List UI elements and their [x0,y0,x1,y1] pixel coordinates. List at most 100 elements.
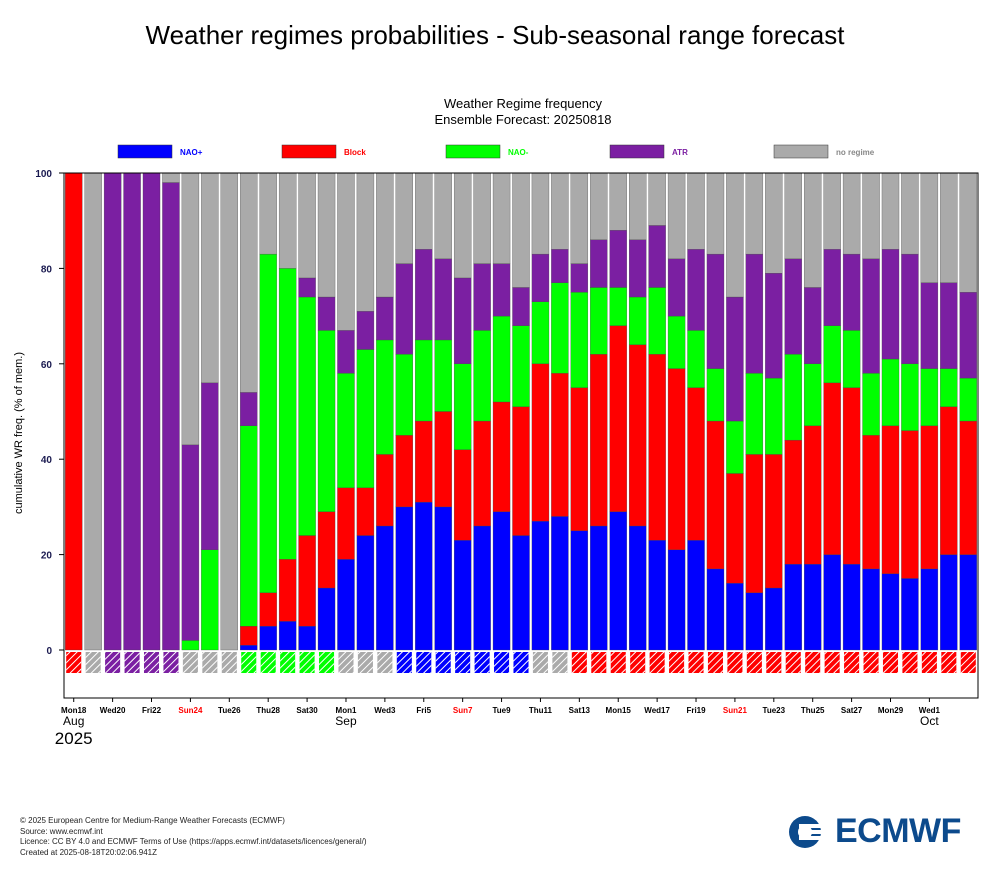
dominant-hatch-17 [396,652,412,673]
bar-no_regime-35 [745,172,764,255]
bar-nao_plus-40 [842,563,861,651]
bar-nao_plus-14 [337,559,355,651]
dominant-hatch-29 [630,652,646,673]
bar-no_regime-19 [434,172,452,260]
x-tick-label-36: Tue23 [763,706,786,715]
bar-nao_minus-29 [629,296,647,345]
bar-nao_minus-32 [687,330,705,388]
bar-atr-19 [434,258,452,341]
bar-block-37 [784,439,802,565]
bar-block-24 [531,363,550,522]
bar-nao_plus-26 [570,530,589,651]
dominant-hatch-34 [727,652,743,673]
bar-nao_plus-16 [376,525,394,651]
bar-no_regime-18 [415,172,433,250]
dominant-hatch-3 [124,652,140,673]
bar-atr-17 [395,263,413,355]
bar-atr-22 [492,263,511,317]
x-tick-label-2: Wed20 [100,706,126,715]
bar-nao_minus-42 [881,358,900,426]
bar-nao_minus-13 [317,330,336,512]
dominant-hatch-5 [163,652,179,673]
dominant-hatch-46 [960,652,976,673]
bar-nao_minus-9 [240,425,258,627]
dominant-hatch-26 [571,652,587,673]
bar-nao_minus-18 [415,339,433,422]
bar-nao_minus-22 [492,315,511,403]
bar-block-27 [590,354,608,527]
bar-nao_minus-14 [337,373,355,488]
bar-no_regime-44 [920,172,939,283]
x-tick-label-42: Mon29 [878,706,904,715]
bar-no_regime-42 [881,172,900,250]
dominant-hatch-25 [552,652,568,673]
bar-no_regime-36 [765,172,783,274]
bar-no_regime-13 [317,172,336,298]
bar-block-21 [473,420,491,527]
bar-nao_minus-30 [648,287,666,355]
bar-atr-15 [356,311,375,350]
bar-nao_minus-38 [804,363,822,426]
bar-nao_minus-43 [901,363,919,431]
x-tick-label-12: Sat30 [296,706,318,715]
bar-nao_plus-37 [784,563,802,651]
bar-atr-28 [609,230,627,288]
bar-nao_plus-22 [492,511,511,651]
bar-nao_minus-7 [201,549,219,651]
dominant-hatch-39 [824,652,840,673]
dominant-regime-strip [66,652,976,673]
bar-nao_plus-18 [415,501,433,651]
x-tick-label-28: Mon15 [606,706,632,715]
bar-atr-9 [240,392,258,426]
bar-no_regime-12 [298,172,316,279]
bar-nao_plus-36 [765,587,783,651]
dominant-hatch-18 [416,652,432,673]
bar-block-44 [920,425,939,570]
logo-text: ECMWF [835,812,961,850]
dominant-hatch-20 [455,652,471,673]
dominant-hatch-7 [202,652,218,673]
legend-label-block: Block [344,148,366,157]
bar-no_regime-46 [959,172,977,293]
bar-nao_plus-19 [434,506,452,651]
bar-block-19 [434,411,452,508]
bar-nao_minus-25 [551,282,569,374]
bar-atr-32 [687,249,705,331]
bar-atr-43 [901,253,919,364]
x-tick-label-20: Sun7 [453,706,473,715]
footer-source: Source: www.ecmwf.int [20,826,103,836]
bar-block-20 [453,449,472,541]
dominant-hatch-1 [85,652,101,673]
dominant-hatch-4 [143,652,160,673]
dominant-hatch-38 [805,652,821,673]
bar-nao_minus-17 [395,354,413,436]
bar-nao_plus-20 [453,540,472,651]
x-tick-label-6: Sun24 [178,706,203,715]
bar-no_regime-26 [570,172,589,264]
regime-frequency-chart: Weather Regime frequency Ensemble Foreca… [13,96,979,748]
y-tick-label-80: 80 [41,264,53,275]
x-tick-label-38: Thu25 [801,706,825,715]
bar-atr-25 [551,249,569,283]
chart-subtitle: Ensemble Forecast: 20250818 [434,112,611,127]
bar-block-29 [629,344,647,527]
dominant-hatch-16 [377,652,393,673]
bar-no_regime-20 [453,172,472,279]
legend-label-nao_plus: NAO+ [180,148,203,157]
bar-no_regime-33 [706,172,725,255]
bar-no_regime-21 [473,172,491,264]
bar-block-9 [240,626,258,646]
bar-atr-14 [337,330,355,374]
y-tick-label-100: 100 [35,169,52,180]
bar-atr-29 [629,239,647,298]
bar-nao_minus-11 [278,268,297,560]
bar-no_regime-40 [842,172,861,255]
bar-atr-41 [862,258,880,374]
bar-nao_plus-44 [920,568,939,651]
bar-nao_plus-34 [726,583,744,651]
x-tick-label-4: Fri22 [142,706,162,715]
bar-block-11 [278,559,297,622]
bar-nao_plus-9 [240,645,258,651]
ecmwf-logo-icon [789,815,831,848]
bar-nao_minus-31 [667,315,686,369]
